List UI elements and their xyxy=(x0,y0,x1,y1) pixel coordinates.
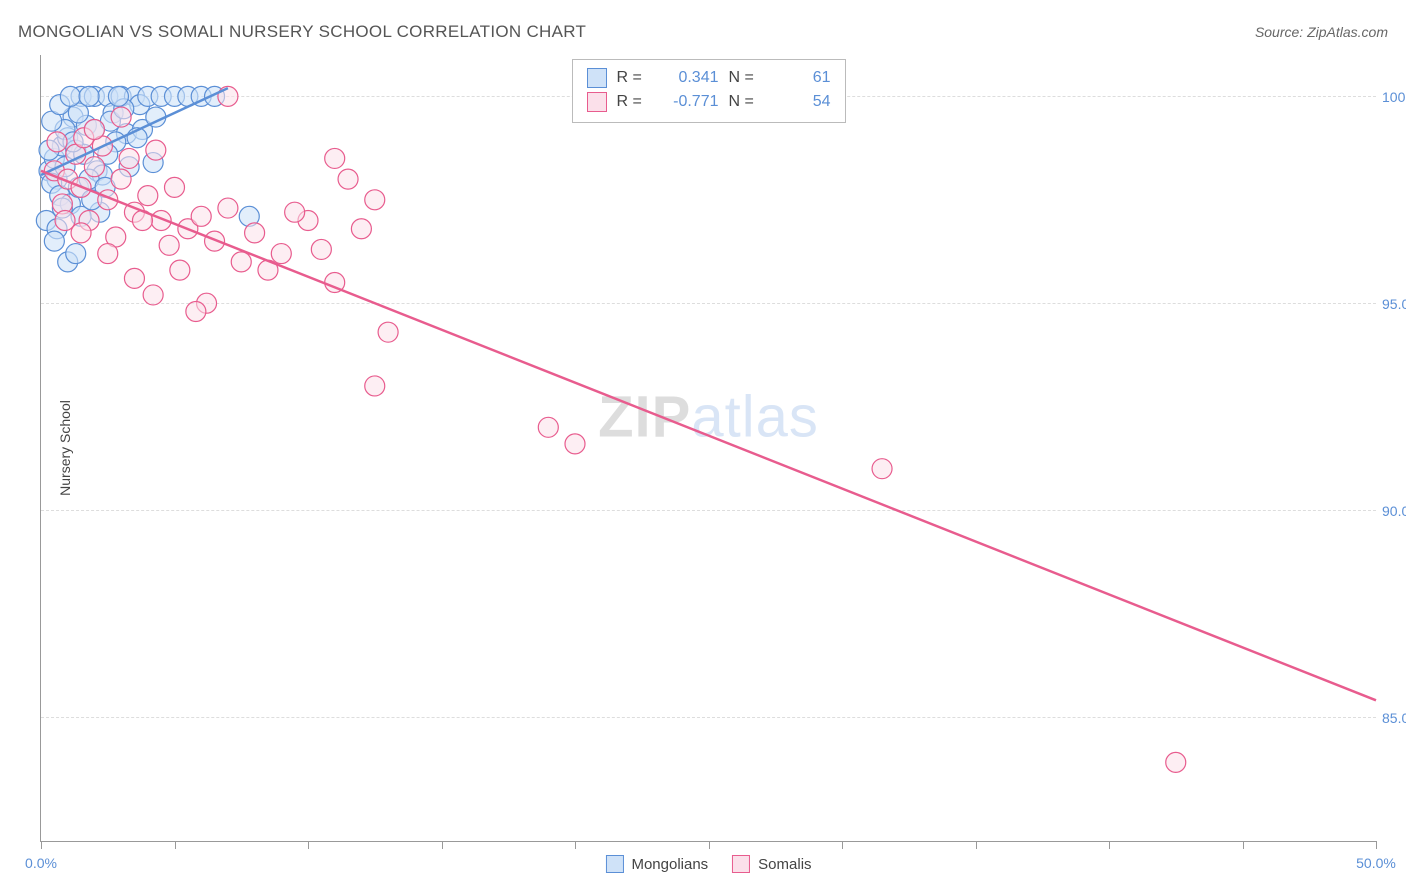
data-point xyxy=(98,244,118,264)
legend-swatch-somalis xyxy=(587,92,607,112)
data-point xyxy=(365,376,385,396)
data-point xyxy=(111,107,131,127)
data-point xyxy=(311,239,331,259)
legend-swatch-mongolians xyxy=(587,68,607,88)
data-point xyxy=(351,219,371,239)
trend-line xyxy=(41,171,1376,701)
y-tick-label: 85.0% xyxy=(1382,710,1406,726)
x-tick xyxy=(1109,841,1110,849)
data-point xyxy=(108,86,128,106)
legend-row-mongolians: R = 0.341 N = 61 xyxy=(587,66,831,90)
data-point xyxy=(271,244,291,264)
n-label: N = xyxy=(729,90,757,114)
data-point xyxy=(138,186,158,206)
legend-item-mongolians: Mongolians xyxy=(605,855,708,873)
data-point xyxy=(119,148,139,168)
data-point xyxy=(191,206,211,226)
x-tick xyxy=(976,841,977,849)
data-point xyxy=(186,301,206,321)
data-point xyxy=(84,157,104,177)
legend-row-somalis: R = -0.771 N = 54 xyxy=(587,90,831,114)
data-point xyxy=(60,86,80,106)
x-tick xyxy=(842,841,843,849)
data-point xyxy=(231,252,251,272)
r-label: R = xyxy=(617,66,645,90)
data-point xyxy=(143,285,163,305)
data-point xyxy=(111,169,131,189)
legend-label: Mongolians xyxy=(631,856,708,873)
data-point xyxy=(84,119,104,139)
series-legend: Mongolians Somalis xyxy=(605,855,811,873)
x-tick-label: 0.0% xyxy=(25,855,57,871)
data-point xyxy=(146,140,166,160)
data-point xyxy=(47,132,67,152)
x-tick xyxy=(575,841,576,849)
data-point xyxy=(218,198,238,218)
data-point xyxy=(1166,752,1186,772)
data-point xyxy=(565,434,585,454)
chart-title: MONGOLIAN VS SOMALI NURSERY SCHOOL CORRE… xyxy=(18,22,586,42)
data-point xyxy=(44,231,64,251)
legend-item-somalis: Somalis xyxy=(732,855,811,873)
x-tick xyxy=(1376,841,1377,849)
data-point xyxy=(285,202,305,222)
data-point xyxy=(165,177,185,197)
source-attribution: Source: ZipAtlas.com xyxy=(1255,24,1388,40)
correlation-legend: R = 0.341 N = 61 R = -0.771 N = 54 xyxy=(572,59,846,123)
data-point xyxy=(79,86,99,106)
data-point xyxy=(245,223,265,243)
n-label: N = xyxy=(729,66,757,90)
title-bar: MONGOLIAN VS SOMALI NURSERY SCHOOL CORRE… xyxy=(18,22,1388,42)
x-tick xyxy=(308,841,309,849)
x-tick xyxy=(1243,841,1244,849)
data-point xyxy=(538,417,558,437)
y-tick-label: 90.0% xyxy=(1382,503,1406,519)
data-point xyxy=(66,244,86,264)
y-tick-label: 100.0% xyxy=(1382,89,1406,105)
x-tick xyxy=(709,841,710,849)
r-value-mongolians: 0.341 xyxy=(655,66,719,90)
r-label: R = xyxy=(617,90,645,114)
x-tick xyxy=(41,841,42,849)
data-point xyxy=(338,169,358,189)
scatter-plot-svg xyxy=(41,55,1376,841)
x-tick xyxy=(175,841,176,849)
data-point xyxy=(124,268,144,288)
r-value-somalis: -0.771 xyxy=(655,90,719,114)
plot-area: Nursery School ZIPatlas 85.0%90.0%95.0%1… xyxy=(40,55,1376,842)
n-value-mongolians: 61 xyxy=(767,66,831,90)
data-point xyxy=(378,322,398,342)
data-point xyxy=(159,235,179,255)
data-point xyxy=(170,260,190,280)
x-tick-label: 50.0% xyxy=(1356,855,1396,871)
data-point xyxy=(365,190,385,210)
y-tick-label: 95.0% xyxy=(1382,296,1406,312)
data-point xyxy=(872,459,892,479)
data-point xyxy=(325,148,345,168)
x-tick xyxy=(442,841,443,849)
data-point xyxy=(55,210,75,230)
n-value-somalis: 54 xyxy=(767,90,831,114)
legend-label: Somalis xyxy=(758,856,811,873)
legend-swatch-icon xyxy=(605,855,623,873)
legend-swatch-icon xyxy=(732,855,750,873)
